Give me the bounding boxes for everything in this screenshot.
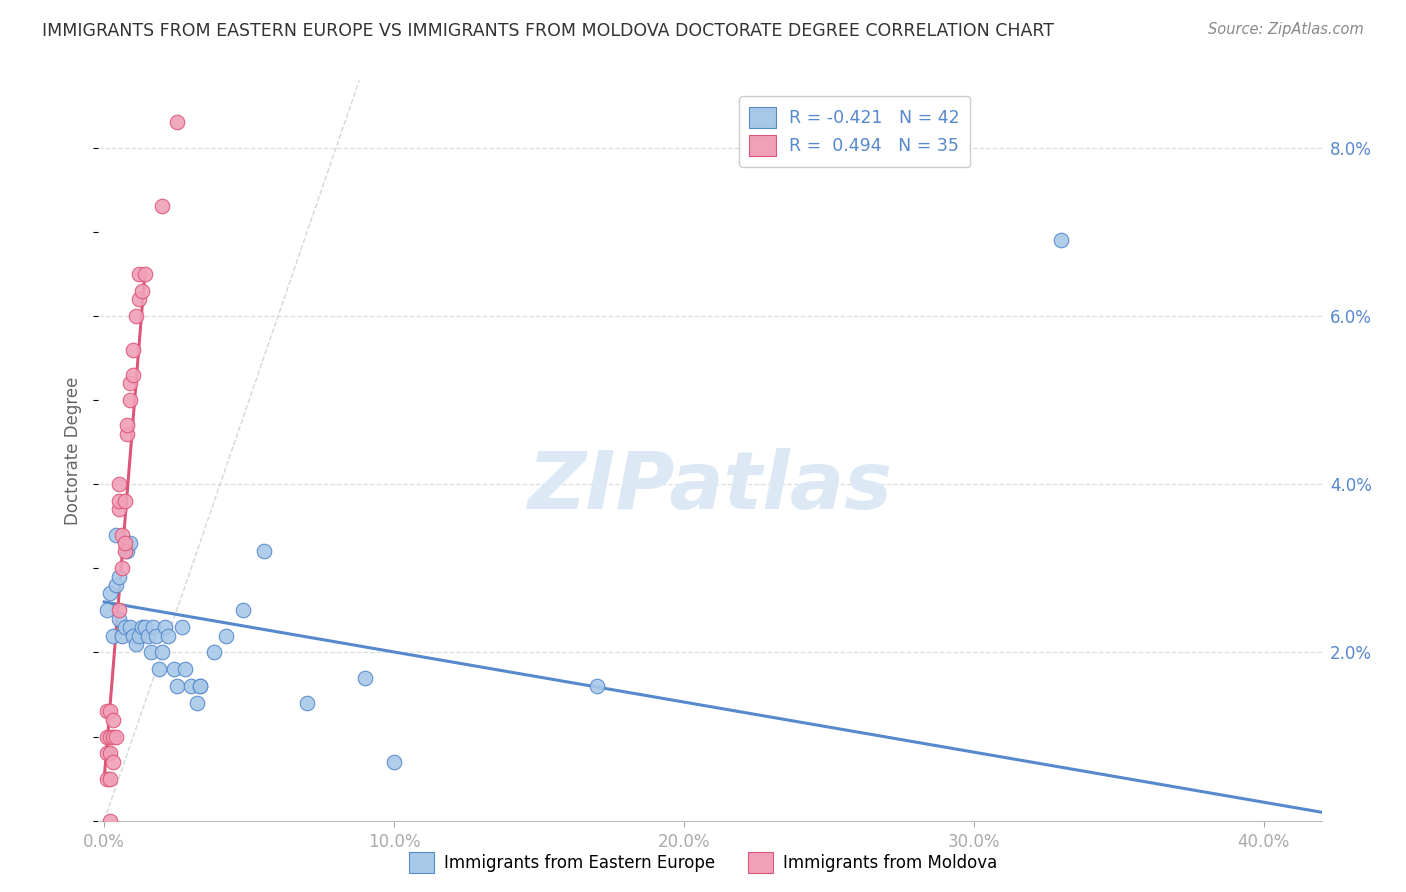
Y-axis label: Doctorate Degree: Doctorate Degree: [65, 376, 83, 524]
Point: [114, 536, 136, 550]
Point: [174, 662, 197, 676]
Point: [125, 637, 148, 651]
Point: [134, 267, 156, 281]
Point: [101, 730, 124, 744]
Point: [122, 629, 145, 643]
Point: [107, 569, 129, 583]
Point: [150, 199, 173, 213]
Text: Source: ZipAtlas.com: Source: ZipAtlas.com: [1208, 22, 1364, 37]
Legend: Immigrants from Eastern Europe, Immigrants from Moldova: Immigrants from Eastern Europe, Immigran…: [402, 846, 1004, 880]
Point: [166, 679, 188, 693]
Point: [98, 704, 121, 718]
Point: [98, 586, 121, 600]
Point: [382, 755, 405, 769]
Point: [98, 772, 121, 786]
Point: [110, 561, 132, 575]
Point: [120, 620, 142, 634]
Point: [107, 502, 129, 516]
Point: [131, 620, 153, 634]
Point: [145, 629, 167, 643]
Point: [156, 629, 179, 643]
Point: [104, 578, 127, 592]
Point: [107, 603, 129, 617]
Point: [186, 696, 208, 710]
Point: [117, 426, 139, 441]
Point: [150, 645, 173, 659]
Legend: R = -0.421   N = 42, R =  0.494   N = 35: R = -0.421 N = 42, R = 0.494 N = 35: [740, 96, 970, 167]
Point: [232, 603, 254, 617]
Point: [110, 527, 132, 541]
Point: [586, 679, 609, 693]
Point: [107, 612, 129, 626]
Point: [215, 629, 238, 643]
Point: [180, 679, 202, 693]
Point: [101, 755, 124, 769]
Point: [117, 544, 139, 558]
Point: [107, 477, 129, 491]
Point: [188, 679, 211, 693]
Point: [107, 494, 129, 508]
Point: [96, 772, 118, 786]
Point: [122, 343, 145, 357]
Text: ZIPatlas: ZIPatlas: [527, 449, 893, 526]
Point: [128, 629, 150, 643]
Point: [295, 696, 318, 710]
Point: [1049, 233, 1071, 247]
Point: [101, 629, 124, 643]
Point: [131, 284, 153, 298]
Point: [96, 704, 118, 718]
Point: [125, 309, 148, 323]
Point: [101, 713, 124, 727]
Point: [136, 629, 159, 643]
Point: [354, 671, 377, 685]
Point: [163, 662, 186, 676]
Point: [96, 730, 118, 744]
Point: [166, 115, 188, 129]
Point: [104, 527, 127, 541]
Point: [120, 536, 142, 550]
Point: [128, 267, 150, 281]
Point: [98, 730, 121, 744]
Point: [104, 730, 127, 744]
Point: [128, 292, 150, 306]
Point: [96, 603, 118, 617]
Point: [120, 392, 142, 407]
Point: [110, 629, 132, 643]
Point: [114, 544, 136, 558]
Point: [139, 645, 162, 659]
Point: [142, 620, 165, 634]
Point: [153, 620, 176, 634]
Point: [117, 418, 139, 433]
Point: [253, 544, 276, 558]
Point: [134, 620, 156, 634]
Point: [202, 645, 225, 659]
Point: [148, 662, 170, 676]
Point: [98, 747, 121, 761]
Point: [114, 494, 136, 508]
Point: [114, 620, 136, 634]
Point: [122, 368, 145, 382]
Point: [98, 814, 121, 828]
Point: [120, 376, 142, 391]
Point: [96, 747, 118, 761]
Text: IMMIGRANTS FROM EASTERN EUROPE VS IMMIGRANTS FROM MOLDOVA DOCTORATE DEGREE CORRE: IMMIGRANTS FROM EASTERN EUROPE VS IMMIGR…: [42, 22, 1054, 40]
Point: [188, 679, 211, 693]
Point: [172, 620, 194, 634]
